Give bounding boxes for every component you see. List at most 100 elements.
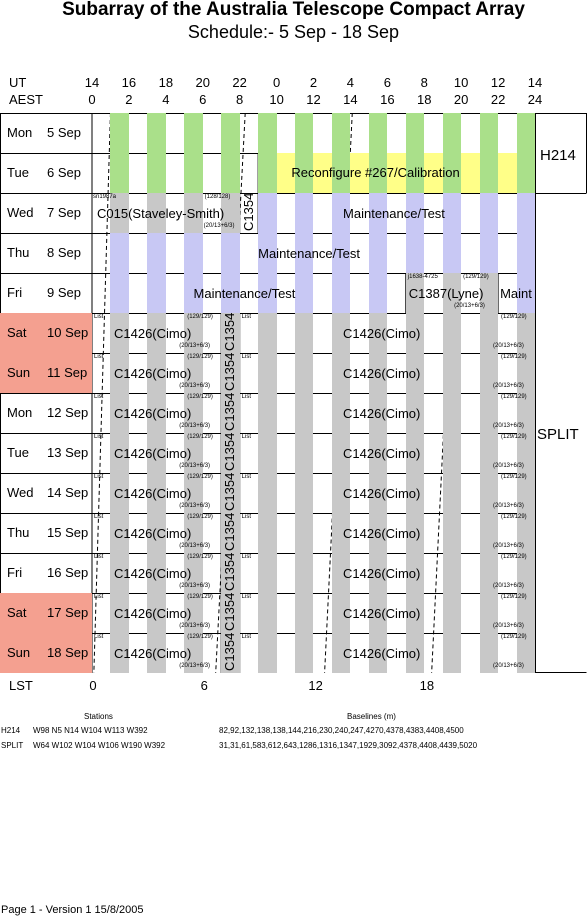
hour-stripe <box>479 193 499 233</box>
block-vertical-project: C1354 <box>222 392 238 431</box>
wed-vertical-project: C1354 <box>240 192 256 231</box>
block-source-label: List <box>94 474 104 480</box>
hour-stripe <box>147 113 166 153</box>
hour-stripe <box>442 153 462 193</box>
block-antennas-label: (129/129) <box>501 474 527 480</box>
block-vertical-project: C1354 <box>222 512 238 551</box>
hour-stripe <box>221 353 240 393</box>
ut-tick-label: 10 <box>453 75 469 90</box>
hour-stripe <box>147 513 166 553</box>
hour-stripe <box>258 393 277 433</box>
hour-stripe <box>479 273 499 313</box>
hour-stripe <box>184 273 203 313</box>
day-date: 6 Sep <box>47 165 81 180</box>
hour-stripe <box>110 233 129 273</box>
hour-stripe <box>147 473 166 513</box>
aest-tick-label: 18 <box>417 92 432 107</box>
day-label-sun: Sun 11 Sep <box>0 353 92 393</box>
day-weekday: Wed <box>7 485 34 500</box>
hour-stripe <box>442 433 462 473</box>
hour-stripe <box>221 193 240 233</box>
hour-stripe <box>258 353 277 393</box>
block-version-label: (20/13+6/3) <box>179 383 211 389</box>
fri-antennas-label: (129/129) <box>463 274 489 280</box>
aest-tick-label: 2 <box>125 92 133 107</box>
hour-stripe <box>110 273 129 313</box>
hour-stripe <box>405 313 425 353</box>
hour-stripe <box>110 513 129 553</box>
block-antennas-label: (129/129) <box>501 434 527 440</box>
ut-tick-label: 20 <box>195 75 210 90</box>
hour-stripe <box>147 273 166 313</box>
hour-stripe <box>184 353 203 393</box>
hour-stripe <box>295 553 314 593</box>
hour-stripe <box>147 153 166 193</box>
hour-stripe <box>331 513 351 553</box>
day-date: 13 Sep <box>47 445 89 460</box>
aest-tick-label: 24 <box>527 92 543 107</box>
block-vertical-project: C1354 <box>222 632 238 671</box>
hour-stripe <box>184 233 203 273</box>
day-label-sat: Sat 10 Sep <box>0 313 92 353</box>
hour-stripe <box>331 593 351 633</box>
hour-stripe <box>442 193 462 233</box>
block-source-label: List <box>94 314 104 320</box>
hour-stripe <box>110 193 129 233</box>
day-date: 11 Sep <box>47 365 88 380</box>
hour-stripe <box>295 113 314 153</box>
hour-stripe <box>184 433 203 473</box>
hour-stripe <box>295 193 314 233</box>
config-h214-label: H214 <box>540 147 576 164</box>
split-config-name: SPLIT <box>1 741 24 750</box>
block-version-label: (20/13+6/3) <box>493 383 524 389</box>
hour-stripe <box>295 473 314 513</box>
day-date: 9 Sep <box>47 285 81 300</box>
day-date: 14 Sep <box>47 485 89 500</box>
hour-stripe <box>147 233 166 273</box>
block-source-label: List <box>241 594 251 600</box>
block-project-label: C1426(Cimo) <box>114 326 192 341</box>
schedule-grid: Mon 5 Sep Tue 6 Sep Wed 7 Sep Thu 8 Sep Fri 9 Sep… <box>0 113 587 673</box>
thu-maint-label: Maintenance/Test <box>258 246 361 261</box>
day-date: 5 Sep <box>47 125 81 140</box>
block-vertical-project: C1354 <box>222 592 238 631</box>
hour-stripe <box>516 353 535 393</box>
hour-stripe <box>479 553 499 593</box>
hour-stripe <box>368 633 388 673</box>
hour-stripe <box>221 593 240 633</box>
hour-stripe <box>110 313 129 353</box>
hour-stripe <box>295 593 314 633</box>
block-version-label: (20/13+6/3) <box>493 543 524 549</box>
hour-stripe <box>368 193 388 233</box>
wed-version-label: (20/13+6/3) <box>203 223 235 229</box>
fri-project-label: C1387(Lyne) <box>408 286 484 301</box>
block-antennas-label: (129/129) <box>501 554 527 560</box>
day-weekday: Sun <box>7 645 31 660</box>
lst-tick-label: 6 <box>200 678 208 693</box>
hour-stripe <box>184 553 203 593</box>
block-antennas-label: (129/129) <box>187 314 213 320</box>
block-source-label: List <box>94 634 104 640</box>
ut-tick-label: 6 <box>383 75 391 90</box>
hour-stripe <box>147 353 166 393</box>
hour-stripe <box>184 313 203 353</box>
hour-stripe <box>258 513 277 553</box>
block-version-label: (20/13+6/3) <box>493 423 524 429</box>
hour-stripe <box>331 393 351 433</box>
block-project-label: C1426(Cimo) <box>343 406 421 421</box>
hour-stripe <box>110 593 129 633</box>
hour-stripe <box>258 553 277 593</box>
aest-tick-label: 12 <box>306 92 321 107</box>
hour-stripe <box>110 353 129 393</box>
hour-stripe <box>516 473 535 513</box>
hour-stripe <box>368 393 388 433</box>
block-source-label: List <box>241 434 251 440</box>
fri-version-label: (20/13+6/3) <box>454 303 485 309</box>
hour-stripe <box>479 113 499 153</box>
block-source-label: List <box>241 394 251 400</box>
hour-stripe <box>331 153 351 193</box>
block-antennas-label: (129/129) <box>501 354 527 360</box>
split-baselines: 31,31,61,583,612,643,1286,1316,1347,1929… <box>219 741 478 750</box>
hour-stripe <box>368 353 388 393</box>
hour-stripe <box>221 393 240 433</box>
